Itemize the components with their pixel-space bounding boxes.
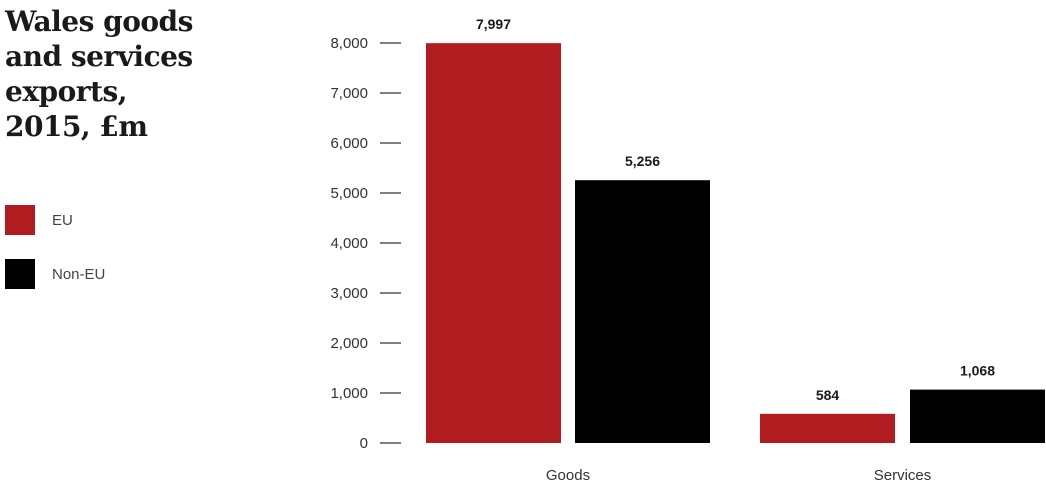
bar-eu-goods [426, 43, 561, 444]
data-label: 1,068 [960, 363, 995, 379]
legend-label-eu: EU [52, 211, 73, 229]
legend-swatch-non-eu [5, 259, 35, 289]
chart-title: Wales goods and services exports, 2015, … [5, 5, 193, 143]
y-tick-label: 7,000 [330, 85, 368, 102]
data-label: 5,256 [625, 153, 660, 169]
y-tick-label: 8,000 [330, 35, 368, 52]
y-tick-label: 4,000 [330, 235, 368, 252]
y-tick-label: 5,000 [330, 185, 368, 202]
bar-non-eu-services [910, 389, 1045, 443]
bar-non-eu-goods [575, 180, 710, 443]
x-category-label: Goods [546, 467, 590, 484]
y-tick-label: 2,000 [330, 335, 368, 352]
y-tick-label: 6,000 [330, 135, 368, 152]
data-label: 584 [816, 387, 840, 403]
legend-label-non-eu: Non-EU [52, 265, 106, 283]
y-tick-label: 1,000 [330, 385, 368, 402]
data-label: 7,997 [476, 16, 511, 32]
y-tick-label: 3,000 [330, 285, 368, 302]
legend: EU Non-EU [5, 205, 105, 313]
legend-swatch-eu [5, 205, 35, 235]
bar-eu-services [760, 413, 895, 443]
x-category-label: Services [874, 467, 932, 484]
y-tick-label: 0 [360, 435, 368, 452]
legend-item-eu: EU [5, 205, 105, 235]
legend-item-non-eu: Non-EU [5, 259, 105, 289]
